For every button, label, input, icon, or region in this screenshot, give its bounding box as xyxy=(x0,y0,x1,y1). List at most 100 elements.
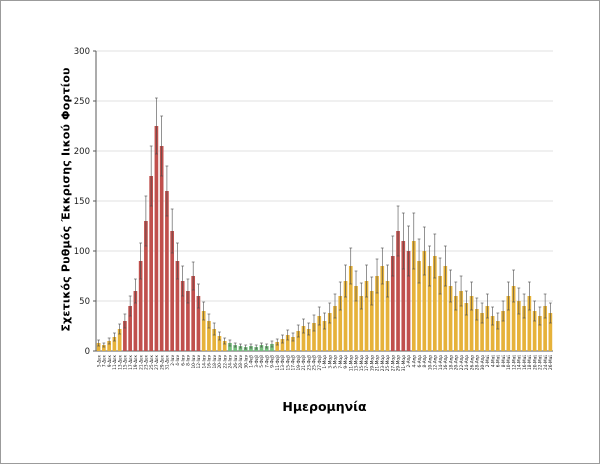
x-tick-label: 10-Ιαν xyxy=(191,354,197,368)
bar xyxy=(538,316,542,351)
bar xyxy=(522,306,526,351)
bar xyxy=(380,266,385,351)
x-tick-label: 11-Δεκ xyxy=(112,355,118,370)
x-tick-label: 6-Μαϊ xyxy=(496,354,502,367)
bar xyxy=(438,276,442,351)
x-tick-label: 29-Δεκ xyxy=(159,355,165,370)
bar xyxy=(496,321,500,351)
x-tick-label: 8-Απρ xyxy=(422,355,428,368)
bar xyxy=(212,329,217,351)
x-tick-label: 4-Μαϊ xyxy=(490,354,496,367)
x-tick-label: 28-Απρ xyxy=(475,355,481,371)
x-tick-label: 6-Απρ xyxy=(417,355,423,368)
x-tick-label: 24-Μαϊ xyxy=(543,354,549,370)
bar xyxy=(490,316,495,351)
bar xyxy=(364,281,369,351)
x-tick-label: 12-Ιαν xyxy=(196,354,202,368)
bar xyxy=(154,126,159,351)
x-tick-label: 20-Μαϊ xyxy=(532,354,538,370)
bar xyxy=(201,311,206,351)
x-tick-label: 22-Μαϊ xyxy=(538,354,544,370)
bar xyxy=(123,321,127,351)
x-tick-label: 4-Ιαν xyxy=(175,354,181,365)
bar xyxy=(191,276,196,351)
bar xyxy=(453,296,458,351)
bar xyxy=(270,344,274,351)
x-tick-label: 28-Ιαν xyxy=(238,354,244,368)
bar xyxy=(396,231,400,351)
bar xyxy=(222,341,227,351)
y-tick-label: 0 xyxy=(85,347,90,357)
x-tick-label: 8-Ιαν xyxy=(186,354,192,365)
x-tick-label: 2-Μαϊ xyxy=(485,354,491,367)
x-tick-label: 12-Απρ xyxy=(433,355,439,371)
bar xyxy=(207,321,211,351)
x-tick-label: 26-Ιαν xyxy=(233,354,239,368)
bar xyxy=(280,339,285,351)
x-tick-label: 4-Απρ xyxy=(411,355,417,368)
bar xyxy=(369,291,374,351)
bar xyxy=(401,241,406,351)
x-tick-label: 14-Απρ xyxy=(438,355,444,371)
bar xyxy=(102,345,106,351)
x-tick-label: 19-Μαρ xyxy=(369,355,375,372)
bar xyxy=(296,331,301,351)
bar xyxy=(228,343,232,351)
bar xyxy=(96,343,101,351)
bar xyxy=(144,221,148,351)
bar xyxy=(385,281,390,351)
bar xyxy=(249,346,253,351)
bar xyxy=(306,329,311,351)
x-tick-label: 2-Ιαν xyxy=(170,354,176,365)
x-tick-label: 20-Απρ xyxy=(454,355,460,371)
bar xyxy=(165,191,169,351)
x-tick-label: 16-Απρ xyxy=(443,355,449,371)
bar xyxy=(327,313,332,351)
x-tick-label: 21-Μαρ xyxy=(375,355,381,372)
bar xyxy=(459,291,463,351)
bar xyxy=(432,256,437,351)
x-tick-label: 3-Μαρ xyxy=(327,355,333,369)
x-tick-label: 27-Μαρ xyxy=(390,355,396,372)
bar xyxy=(548,313,553,351)
bar xyxy=(474,309,479,351)
x-tick-label: 13-Δεκ xyxy=(117,355,123,370)
bar xyxy=(317,316,322,351)
bar xyxy=(149,176,153,351)
bar xyxy=(375,276,379,351)
bar xyxy=(464,303,469,351)
bar xyxy=(233,345,238,351)
bar xyxy=(511,286,516,351)
y-tick-label: 200 xyxy=(74,147,90,157)
x-tick-label: 10-Απρ xyxy=(427,355,433,371)
bar xyxy=(506,296,511,351)
bar xyxy=(291,337,295,351)
x-tick-label: 14-Μαϊ xyxy=(517,354,523,370)
x-tick-label: 17-Δεκ xyxy=(128,355,134,370)
x-tick-label: 22-Απρ xyxy=(459,355,465,371)
x-tick-label: 13-Φεβ xyxy=(280,355,286,371)
bar xyxy=(359,296,364,351)
x-tick-label: 5-Μαρ xyxy=(333,355,339,369)
y-tick-label: 150 xyxy=(74,197,90,207)
bar xyxy=(138,261,143,351)
bar xyxy=(517,301,521,351)
bar xyxy=(532,311,537,351)
x-tick-label: 11-Φεβ xyxy=(275,355,281,371)
bar xyxy=(348,266,353,351)
x-tick-label: 21-Δεκ xyxy=(138,355,144,370)
x-tick-label: 22-Ιαν xyxy=(222,354,228,368)
bar xyxy=(180,281,185,351)
x-tick-label: 8-Μαϊ xyxy=(501,354,507,367)
x-tick-label: 1-Μαρ xyxy=(322,355,328,369)
x-tick-label: 21-Φεβ xyxy=(301,355,307,371)
bar xyxy=(480,313,484,351)
x-tick-label: 23-Μαρ xyxy=(380,355,386,372)
bar xyxy=(264,346,269,351)
x-tick-label: 5-Φεβ xyxy=(259,355,265,368)
y-tick-label: 300 xyxy=(74,47,90,57)
x-tick-label: 19-Δεκ xyxy=(133,355,139,370)
x-tick-label: 9-Δεκ xyxy=(107,355,113,368)
bar xyxy=(112,337,117,351)
